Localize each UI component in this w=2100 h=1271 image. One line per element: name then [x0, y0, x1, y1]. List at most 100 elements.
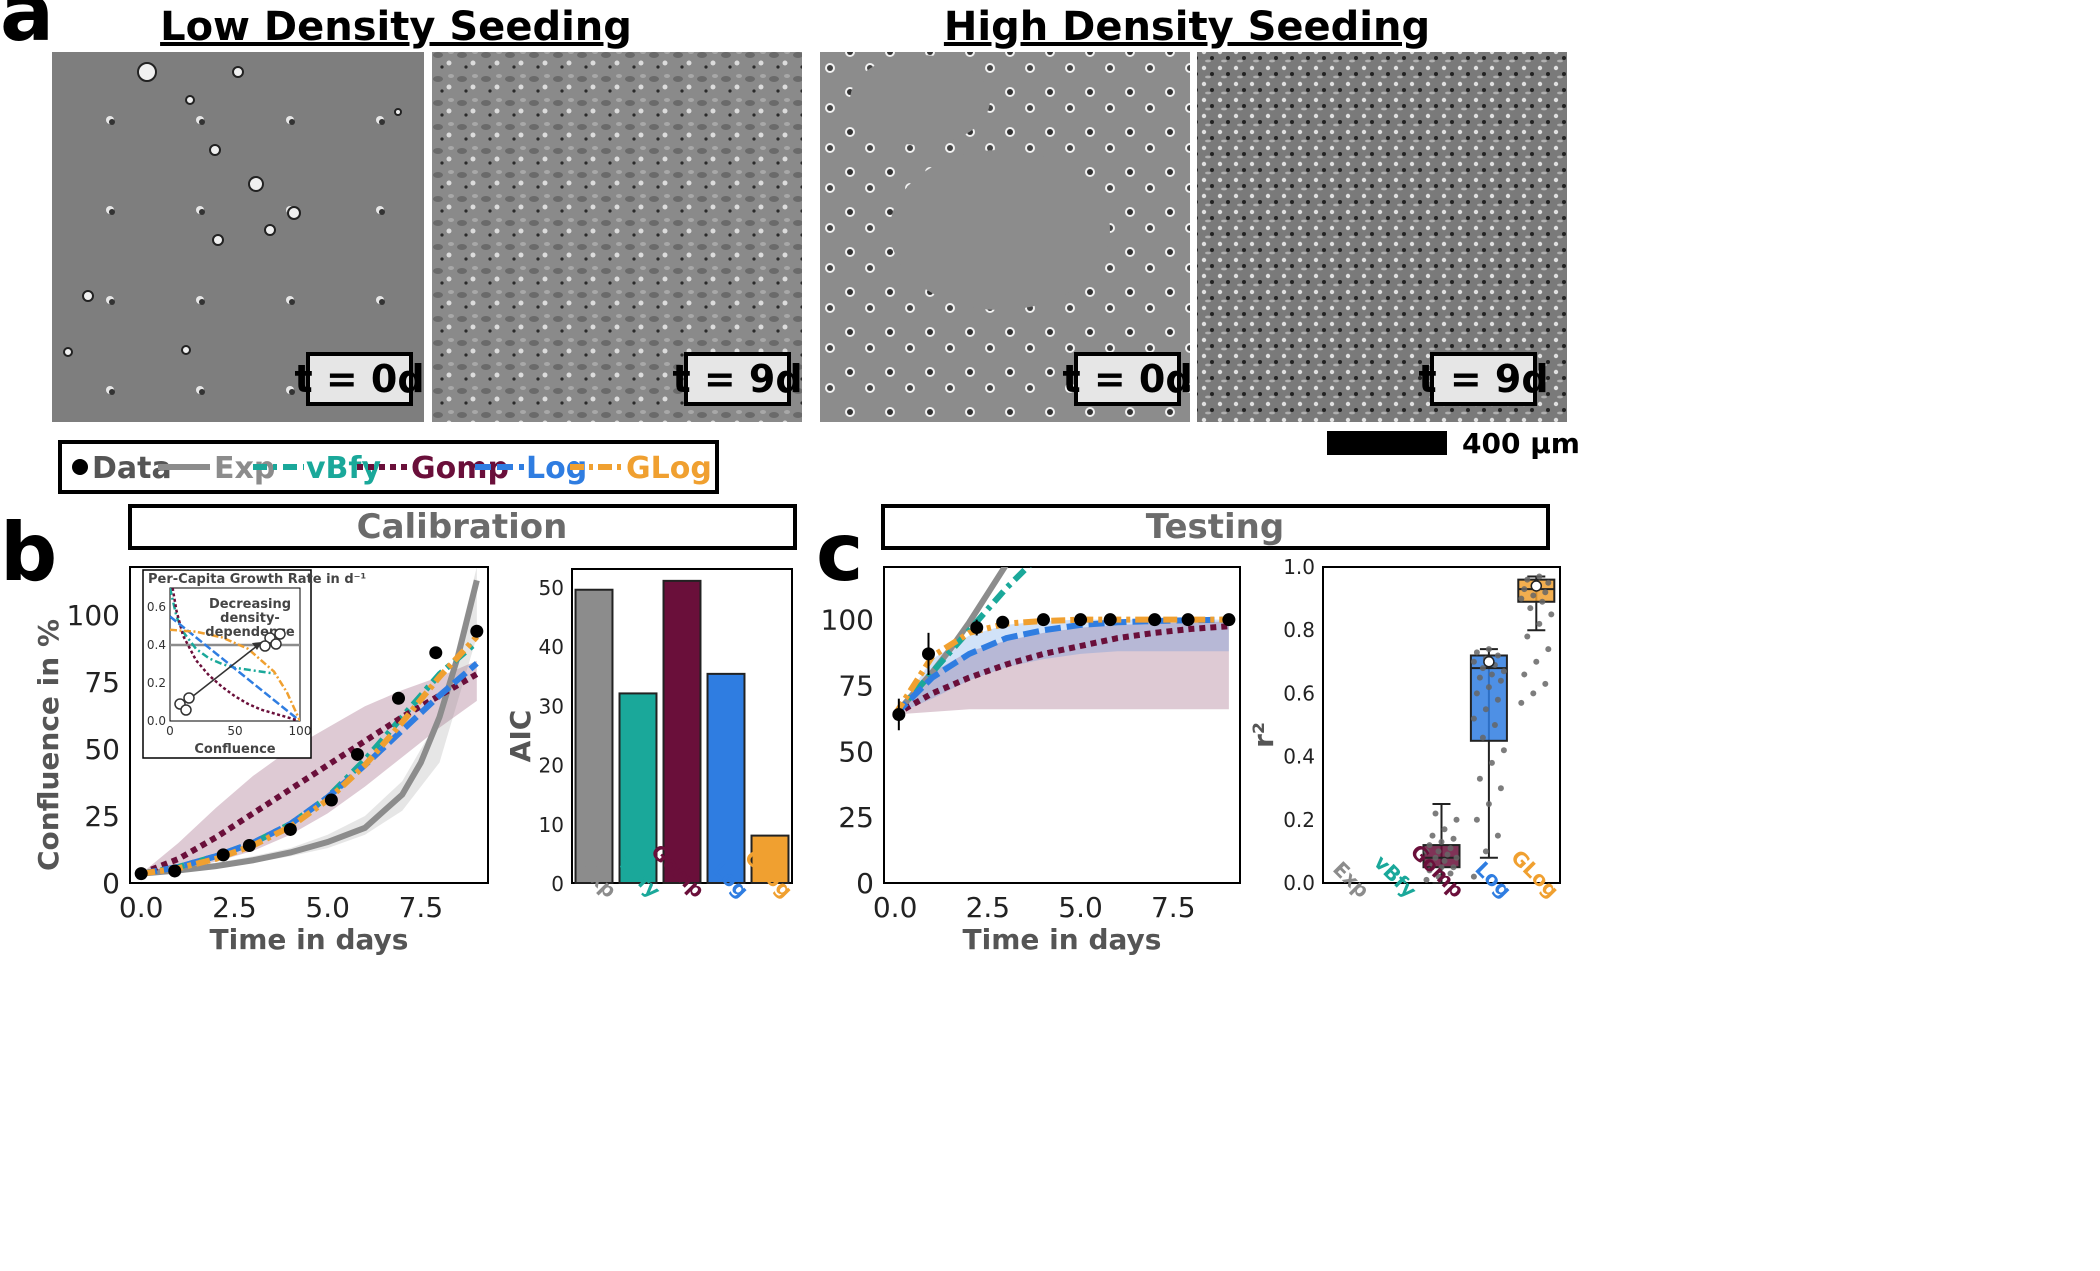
r2-point: [1438, 864, 1445, 871]
legend-label-glog: GLog: [626, 451, 712, 486]
r2-point: [1527, 605, 1534, 612]
r2-point: [1470, 715, 1477, 722]
data-point: [922, 647, 935, 661]
r2-point: [1423, 848, 1430, 855]
r2-point: [1447, 845, 1454, 852]
y-axis-label: Confluence in %: [32, 619, 65, 871]
r2-point: [1494, 652, 1501, 659]
data-point: [242, 839, 256, 853]
r2-point: [1432, 854, 1439, 861]
inset-arrow-head: [252, 642, 262, 650]
r2-point: [1426, 867, 1433, 874]
label-box: t = 9d: [672, 352, 803, 406]
r2-point: [1441, 857, 1448, 864]
inset-y-tick-label: 0.4: [147, 638, 166, 652]
r2-point: [1423, 876, 1430, 883]
time-label: t = 9d: [672, 357, 802, 401]
plot-area: [892, 567, 1236, 731]
data-point: [216, 848, 230, 862]
r2-point: [1485, 646, 1492, 653]
series-line-log: [893, 616, 1229, 717]
inset-cell-glyph: [183, 692, 195, 704]
y-tick-label: 1.0: [1283, 555, 1315, 579]
data-point: [996, 615, 1010, 629]
uncertainty-band-gomp: [895, 621, 1229, 715]
uncertainty-band-exp: [141, 567, 477, 874]
data-point: [1074, 613, 1088, 627]
x-tick-label: 5.0: [305, 891, 350, 924]
r2-point: [1432, 810, 1439, 817]
r2-point: [1539, 598, 1546, 605]
r2-point: [1518, 699, 1525, 706]
inset-series-line-glog: [170, 628, 300, 721]
inset-cell-glyph: [274, 628, 286, 640]
data-point: [1222, 613, 1236, 627]
y-tick-label: 100: [821, 604, 874, 637]
r2-point: [1497, 677, 1504, 684]
r2-point: [1429, 832, 1436, 839]
r2-point: [1536, 620, 1543, 627]
data-point: [392, 691, 405, 705]
r2-point: [1491, 722, 1498, 728]
r2-point: [1548, 611, 1555, 618]
calibration-growth-chart: 0.0 2.5 5.0 7.5 0 25 50 75 100 Time in days Conflu…: [32, 566, 489, 956]
y-tick-label: 0.2: [1283, 808, 1315, 832]
r2-point: [1500, 747, 1507, 754]
r2-point: [1482, 848, 1489, 855]
y-axis-label: AIC: [504, 710, 537, 763]
inset-cell-glyph: [270, 638, 282, 650]
r2-point: [1542, 680, 1549, 687]
r2-point: [1530, 592, 1537, 599]
x-tick-label: 2.5: [212, 891, 257, 924]
inset-plot-frame: [169, 587, 301, 722]
testing-title: Testing: [1146, 507, 1284, 547]
panel-letter-c: c: [816, 506, 863, 599]
series-line-vbfy: [892, 567, 1032, 717]
r2-point: [1533, 658, 1540, 665]
bar-log: [706, 672, 746, 884]
low-density-heading: Low Density Seeding: [160, 4, 632, 50]
r2-point: [1476, 674, 1483, 681]
micrograph-low-t9: t = 9d: [432, 52, 803, 422]
micrograph-high-t9: t = 9d: [1197, 52, 1567, 422]
label-box: t = 9d: [1418, 352, 1549, 406]
y-tick-label: 25: [838, 801, 874, 834]
scale-bar: 400 μm: [1327, 427, 1580, 460]
calibration-title: Calibration: [357, 507, 568, 547]
y-tick-label: 50: [539, 576, 564, 600]
data-point: [892, 707, 906, 721]
data-point: [350, 747, 364, 761]
inset-frame: [142, 569, 312, 759]
y-tick-label: 30: [539, 694, 564, 718]
inset-x-tick-label: 0: [166, 724, 174, 738]
inset-title: Per-Capita Growth Rate in d⁻¹: [148, 572, 366, 587]
x-tick-label: 7.5: [1151, 891, 1196, 924]
inset-series-line-vbfy: [170, 588, 275, 675]
r2-point: [1497, 785, 1504, 792]
inset-series-line-log: [170, 615, 300, 721]
y-tick-label: 50: [84, 733, 120, 766]
r2-point: [1470, 873, 1477, 880]
inset-cell-glyph: [259, 640, 271, 652]
time-label: t = 0d: [1062, 357, 1192, 401]
r2-point: [1545, 646, 1552, 653]
calibration-title-box: [128, 504, 797, 550]
bar-exp: [574, 588, 614, 884]
y-tick-label: 100: [67, 599, 120, 632]
data-point: [470, 624, 484, 638]
r2-point: [1536, 573, 1543, 580]
data-point: [134, 867, 148, 881]
x-tick-label: 0.0: [873, 891, 918, 924]
testing-growth-chart: 0.0 2.5 5.0 7.5 0 25 50 75 100 Time in days: [821, 566, 1241, 956]
data-point: [1148, 613, 1162, 627]
micrograph-low-t0: t = 0d: [52, 52, 425, 422]
r2-point: [1426, 842, 1433, 849]
r2-point: [1485, 684, 1492, 691]
inset-y-tick-label: 0.2: [147, 676, 166, 690]
r2-point: [1453, 816, 1460, 823]
r2-point: [1518, 595, 1525, 602]
x-tick-label: 2.5: [966, 891, 1011, 924]
inset-annotation: density-: [220, 611, 280, 626]
inset-series-line-gomp: [171, 588, 300, 721]
